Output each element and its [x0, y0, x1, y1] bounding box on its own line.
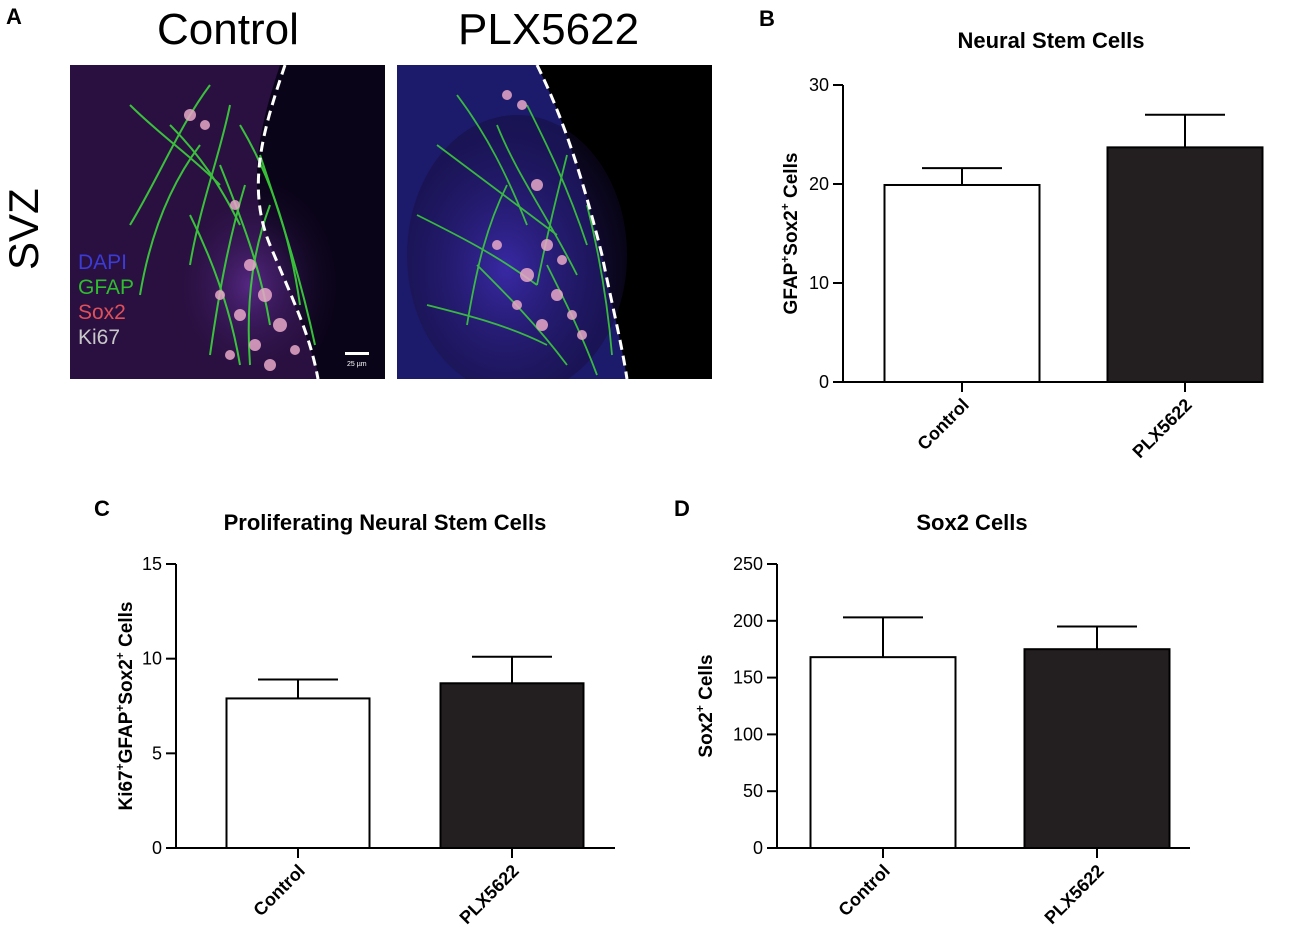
- chart-c-title: Proliferating Neural Stem Cells: [224, 510, 547, 535]
- chart-c-ytick-label: 5: [152, 743, 162, 763]
- plx5622-micrograph: [397, 65, 712, 379]
- panel-a-letter: A: [6, 4, 22, 29]
- control-column-title: Control: [157, 5, 299, 54]
- chart-d-xlabel-control: Control: [834, 861, 893, 920]
- chart-b-ytick-label: 0: [819, 372, 829, 392]
- svz-row-label: SVZ: [0, 188, 47, 270]
- chart-b: B Neural Stem Cells GFAP+​Sox2+​ Cells 0 10 2…: [759, 6, 1264, 462]
- chart-c-bar-plx5622: [439, 682, 585, 849]
- legend-ki67: Ki67: [78, 326, 121, 349]
- control-micrograph: 25 µm DAPI GFAP Sox2 Ki67: [70, 65, 385, 379]
- chart-b-bar-plx5622: [1106, 146, 1264, 383]
- chart-d-ytick-label: 200: [733, 611, 763, 631]
- legend-sox2: Sox2: [78, 301, 126, 324]
- chart-d-ylabel: Sox2+​ Cells: [693, 654, 717, 757]
- scale-bar-label: 25 µm: [347, 361, 367, 368]
- chart-c-ylabel: Ki67+​GFAP+​Sox2+​ Cells: [113, 601, 137, 810]
- chart-d-ytick-label: 50: [743, 781, 763, 801]
- chart-d-title: Sox2 Cells: [916, 510, 1027, 535]
- chart-b-xlabel-control: Control: [913, 395, 972, 454]
- chart-c-ytick-label: 10: [142, 649, 162, 669]
- chart-d: D Sox2 Cells Sox2+​ Cells 0 50 100 150 200 250 Co…: [674, 496, 1190, 928]
- chart-c-ytick-label: 0: [152, 838, 162, 858]
- channel-legend: DAPI GFAP Sox2 Ki67: [78, 250, 134, 350]
- panel-c-letter: C: [94, 496, 110, 521]
- chart-c-xlabel-plx5622: PLX5622: [456, 861, 523, 928]
- legend-dapi: DAPI: [78, 251, 128, 274]
- panel-b-letter: B: [759, 6, 775, 31]
- chart-b-ytick-label: 10: [809, 273, 829, 293]
- plx5622-column-title: PLX5622: [458, 5, 640, 54]
- chart-d-ytick-label: 250: [733, 554, 763, 574]
- chart-c-bar-control: [225, 697, 371, 849]
- chart-b-bar-control: [883, 183, 1041, 383]
- chart-d-ytick-label: 0: [753, 838, 763, 858]
- legend-gfap: GFAP: [78, 276, 135, 299]
- chart-b-title: Neural Stem Cells: [957, 28, 1144, 53]
- plx5622-micrograph-image: [397, 65, 712, 379]
- chart-b-xlabel-plx5622: PLX5622: [1129, 395, 1196, 462]
- chart-d-bar-control: [809, 656, 957, 849]
- panel-d-letter: D: [674, 496, 690, 521]
- chart-d-xlabel-plx5622: PLX5622: [1041, 861, 1108, 928]
- chart-d-bar-plx5622: [1023, 648, 1171, 849]
- chart-d-ytick-label: 150: [733, 668, 763, 688]
- chart-c-ytick-label: 15: [142, 554, 162, 574]
- chart-b-ytick-label: 30: [809, 75, 829, 95]
- chart-c: C Proliferating Neural Stem Cells Ki67+​GF…: [94, 496, 615, 928]
- chart-c-xlabel-control: Control: [249, 861, 308, 920]
- control-micrograph-image: 25 µm: [70, 65, 385, 379]
- chart-b-ytick-label: 20: [809, 174, 829, 194]
- chart-d-ytick-label: 100: [733, 724, 763, 744]
- chart-b-ylabel: GFAP+​Sox2+​ Cells: [778, 153, 802, 315]
